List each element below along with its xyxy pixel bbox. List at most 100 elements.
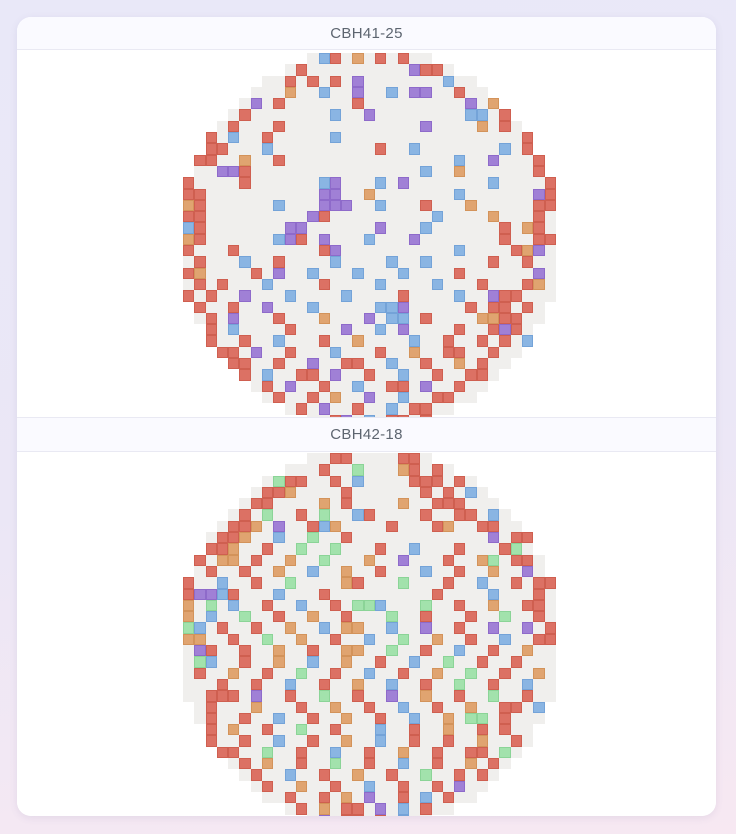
wafer-cell bbox=[408, 64, 421, 76]
wafer-cell bbox=[239, 633, 251, 646]
wafer-cell bbox=[510, 554, 522, 566]
wafer-cell bbox=[397, 64, 409, 76]
wafer-cell bbox=[408, 165, 421, 178]
wafer-cell bbox=[431, 543, 443, 555]
wafer-cell bbox=[273, 475, 285, 487]
wafer-cell bbox=[442, 520, 455, 533]
wafer-cell bbox=[239, 154, 251, 166]
wafer-cell bbox=[476, 256, 489, 268]
wafer-cell bbox=[352, 211, 364, 223]
wafer-cell bbox=[397, 256, 409, 268]
wafer-cell bbox=[465, 712, 477, 725]
wafer-cell bbox=[465, 633, 477, 646]
wafer-cell bbox=[521, 188, 534, 200]
wafer-cell bbox=[442, 791, 455, 804]
wafer-cell bbox=[205, 256, 217, 268]
wafer-cell bbox=[465, 301, 477, 313]
wafer-cell bbox=[318, 109, 330, 121]
wafer-cell bbox=[521, 532, 534, 544]
wafer-cell bbox=[262, 509, 274, 521]
wafer-cell bbox=[295, 599, 308, 612]
wafer-cell bbox=[476, 532, 489, 544]
wafer-cell bbox=[295, 346, 308, 359]
wafer-cell bbox=[352, 509, 364, 521]
wafer-cell bbox=[295, 188, 308, 200]
wafer-cell bbox=[295, 498, 308, 510]
wafer-cell bbox=[454, 211, 466, 223]
wafer-cell bbox=[341, 678, 353, 691]
wafer-cell bbox=[352, 245, 364, 257]
wafer-cell bbox=[352, 520, 364, 533]
wafer-cell bbox=[205, 290, 217, 302]
wafer-cell bbox=[420, 678, 432, 691]
wafer-cell bbox=[397, 780, 409, 792]
wafer-cell bbox=[465, 735, 477, 747]
wafer-cell bbox=[510, 211, 522, 223]
wafer-cell bbox=[284, 667, 296, 679]
wafer-cell bbox=[442, 154, 455, 166]
wafer-cell bbox=[329, 746, 342, 759]
wafer-cell bbox=[341, 814, 353, 816]
wafer-cell bbox=[284, 758, 296, 770]
wafer-cell bbox=[329, 53, 342, 65]
wafer-cell bbox=[465, 380, 477, 392]
wafer-cell bbox=[228, 120, 240, 133]
wafer-cell bbox=[499, 735, 511, 747]
wafer-cell bbox=[476, 611, 489, 623]
wafer-cell bbox=[329, 724, 342, 736]
wafer-cell bbox=[408, 724, 421, 736]
wafer-cell bbox=[420, 335, 432, 347]
wafer-cell bbox=[284, 199, 296, 212]
wafer-cell bbox=[465, 188, 477, 200]
wafer-cell bbox=[510, 678, 522, 691]
wafer-cell bbox=[375, 746, 387, 759]
wafer-cell bbox=[544, 656, 556, 668]
wafer-cell bbox=[521, 599, 534, 612]
wafer-cell bbox=[352, 188, 364, 200]
wafer-cell bbox=[262, 143, 274, 155]
wafer-cell bbox=[420, 143, 432, 155]
wafer-cell bbox=[295, 475, 308, 487]
wafer-cell bbox=[510, 690, 522, 702]
panel-header-cbh42-18: CBH42-18 bbox=[17, 417, 716, 452]
wafer-cell bbox=[307, 554, 319, 566]
wafer-cell bbox=[250, 712, 263, 725]
wafer-cell bbox=[363, 301, 376, 313]
wafer-cell bbox=[307, 358, 319, 370]
wafer-cell bbox=[397, 565, 409, 578]
wafer-cell bbox=[318, 245, 330, 257]
wafer-cell bbox=[510, 532, 522, 544]
wafer-cell bbox=[183, 177, 195, 189]
wafer-cell bbox=[239, 143, 251, 155]
wafer-cell bbox=[262, 245, 274, 257]
wafer-cell bbox=[284, 599, 296, 612]
wafer-cell bbox=[454, 143, 466, 155]
wafer-cell bbox=[250, 509, 263, 521]
wafer-cell bbox=[488, 98, 500, 110]
wafer-cell bbox=[420, 464, 432, 476]
wafer-cell bbox=[318, 667, 330, 679]
wafer-cell bbox=[228, 735, 240, 747]
wafer-cell bbox=[295, 577, 308, 589]
wafer-cell bbox=[533, 312, 545, 325]
wafer-cell bbox=[228, 132, 240, 144]
wafer-cell bbox=[476, 109, 489, 121]
wafer-cell bbox=[386, 324, 398, 336]
wafer-cell bbox=[273, 769, 285, 781]
wafer-cell bbox=[476, 267, 489, 279]
wafer-cell bbox=[352, 154, 364, 166]
wafer-cell bbox=[408, 335, 421, 347]
wafer-cell bbox=[499, 543, 511, 555]
wafer-cell bbox=[386, 165, 398, 178]
wafer-cell bbox=[250, 758, 263, 770]
wafer-cell bbox=[216, 120, 229, 133]
wafer-cell bbox=[420, 453, 432, 465]
wafer-cell bbox=[318, 290, 330, 302]
wafer-cell bbox=[476, 233, 489, 246]
wafer-cell bbox=[307, 278, 319, 291]
wafer-cell bbox=[295, 758, 308, 770]
wafer-cell bbox=[329, 222, 342, 234]
wafer-cell bbox=[352, 690, 364, 702]
wafer-cell bbox=[420, 645, 432, 657]
wafer-cell bbox=[295, 335, 308, 347]
